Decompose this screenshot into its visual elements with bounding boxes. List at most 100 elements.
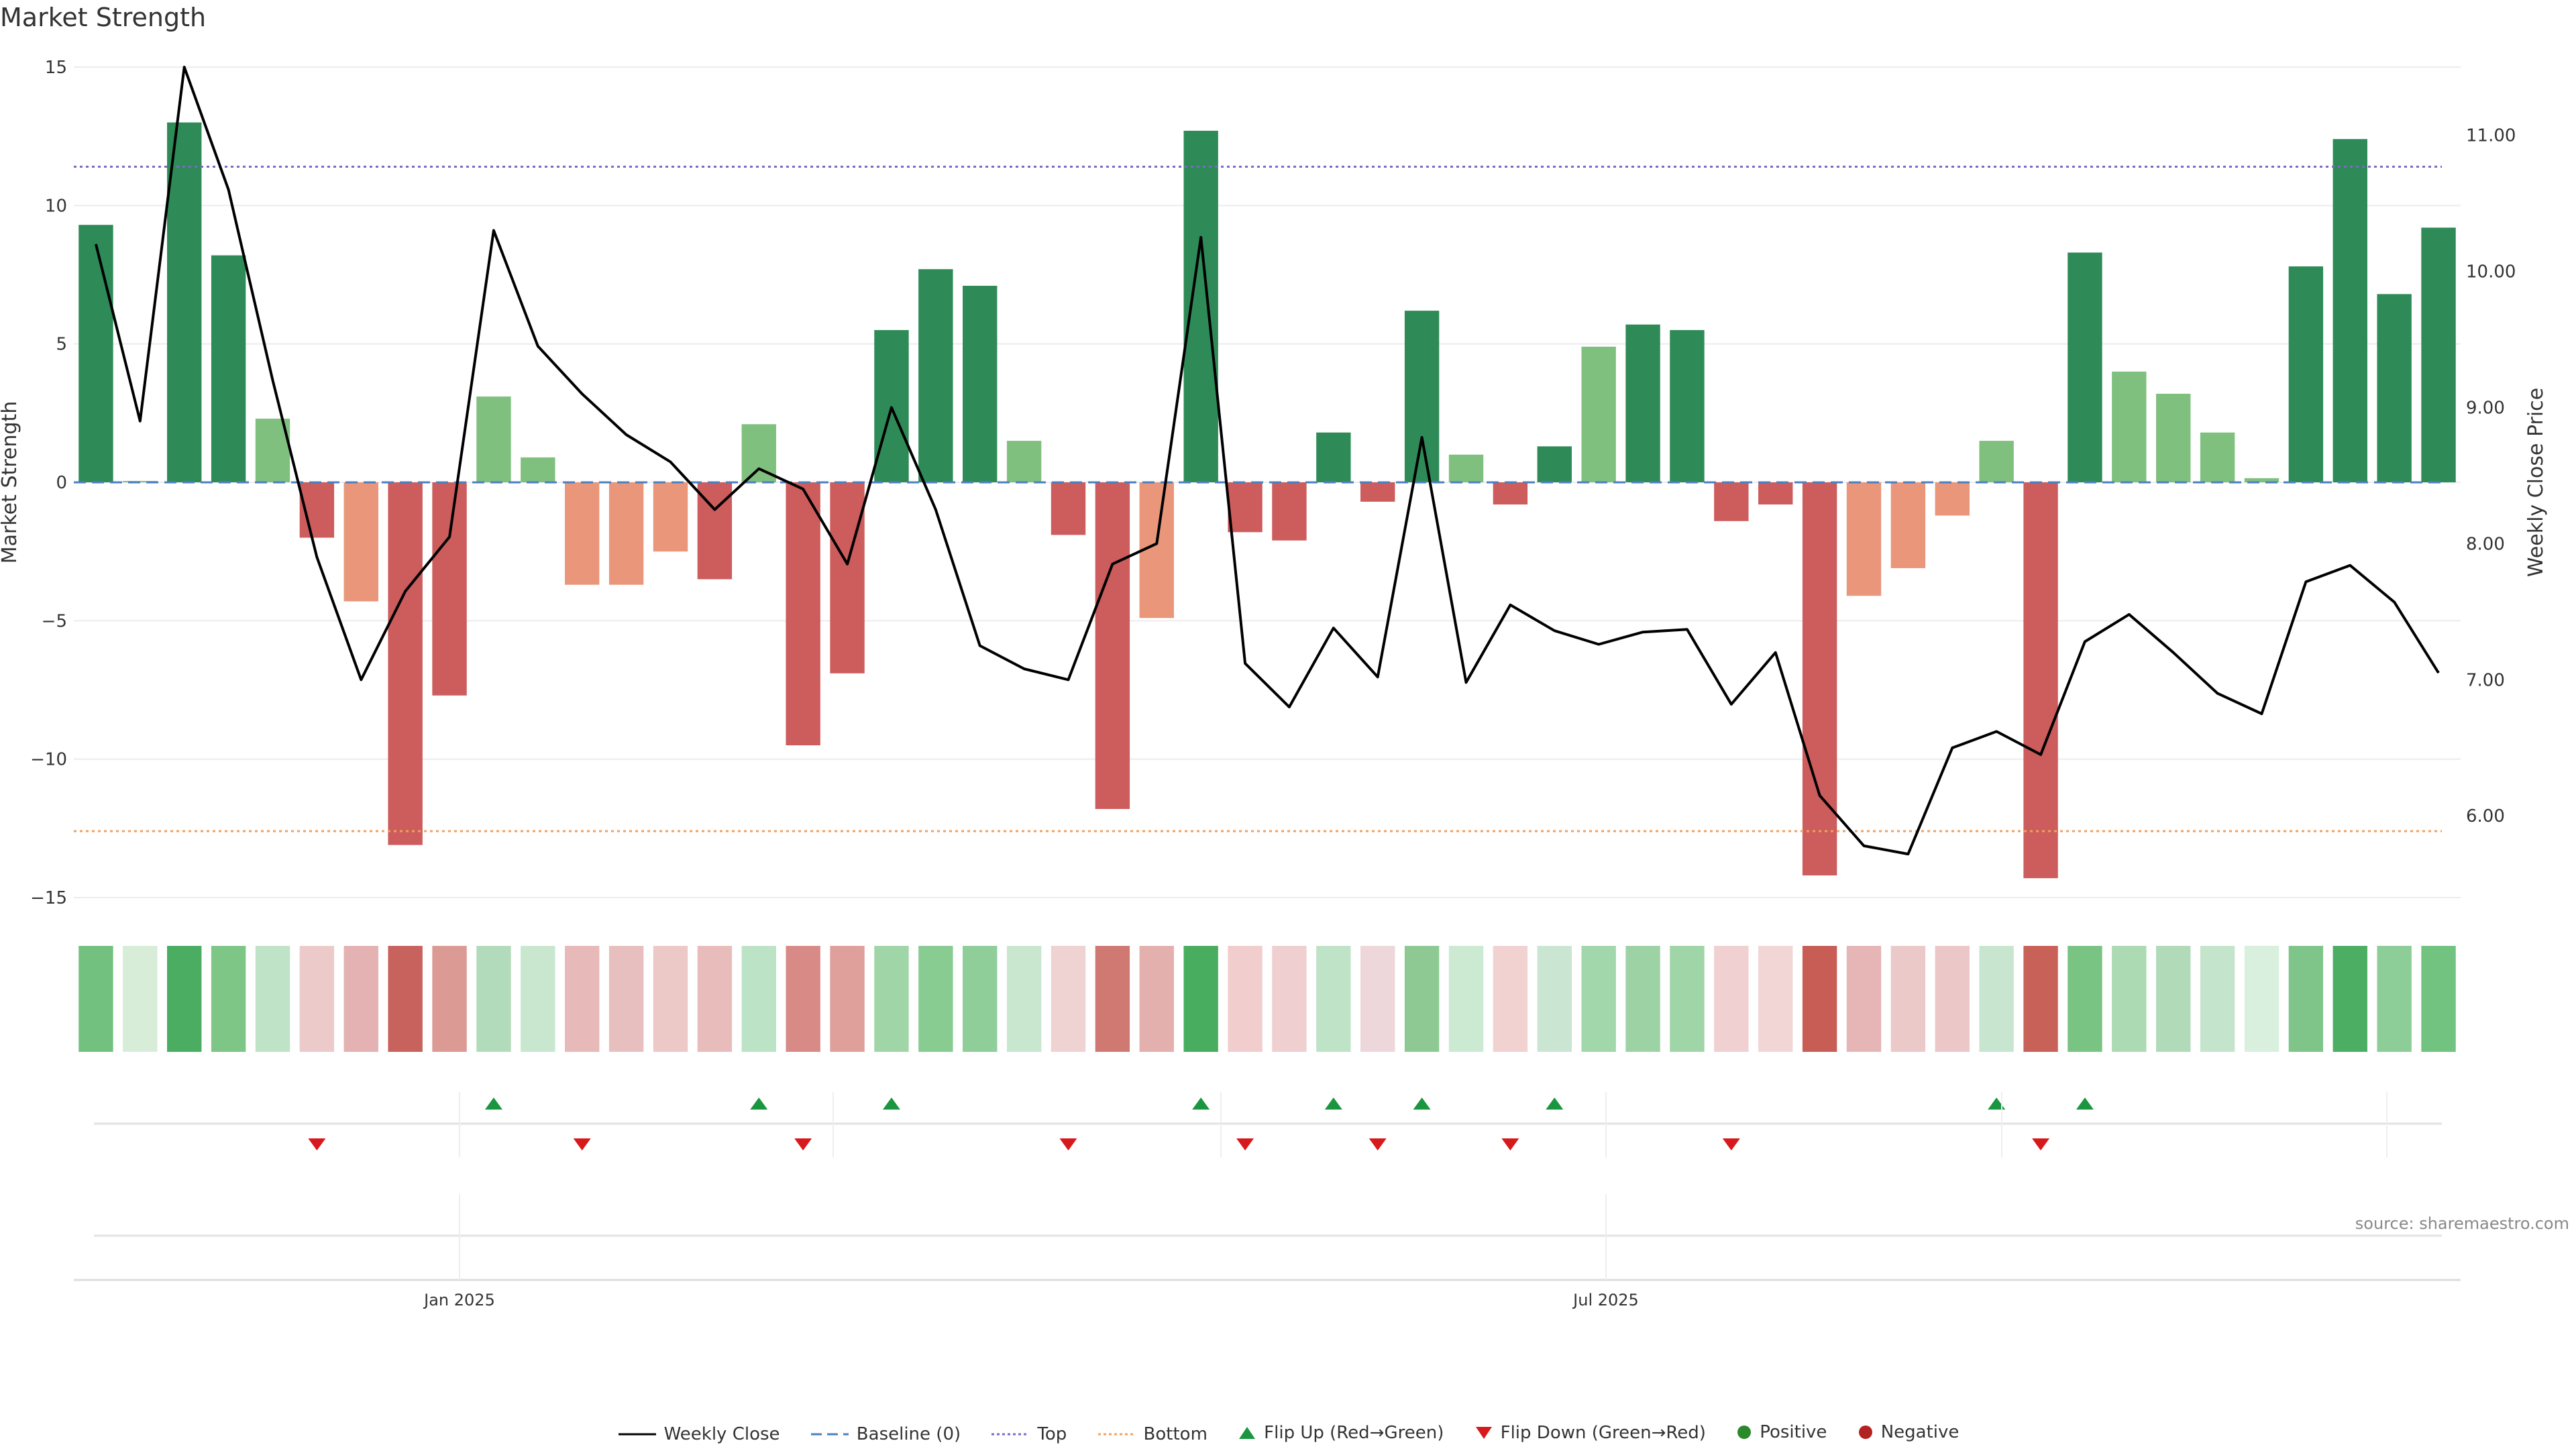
y2-tick-label: 7.00 bbox=[2466, 670, 2505, 690]
legend-label: Bottom bbox=[1143, 1424, 1208, 1444]
strength-bar bbox=[963, 286, 998, 482]
heat-cell bbox=[1051, 946, 1086, 1052]
strength-bar bbox=[2068, 252, 2102, 482]
triangle-down-icon bbox=[1475, 1427, 1492, 1439]
heat-cell bbox=[1493, 946, 1528, 1052]
legend-item-baseline[interactable]: Baseline (0) bbox=[810, 1424, 961, 1444]
heat-cell bbox=[1183, 946, 1218, 1052]
strength-bar bbox=[343, 482, 378, 602]
heat-cell bbox=[123, 946, 158, 1052]
flip-down-marker bbox=[308, 1138, 326, 1150]
heat-cell bbox=[1139, 946, 1174, 1052]
strength-bar bbox=[608, 482, 644, 585]
heat-cell bbox=[1581, 946, 1616, 1052]
strength-bar bbox=[1714, 482, 1749, 521]
heat-cell bbox=[1095, 946, 1130, 1052]
heat-cell bbox=[1228, 946, 1263, 1052]
heat-cell bbox=[1935, 946, 1970, 1052]
strength-bar bbox=[1448, 454, 1484, 482]
solid-line-icon bbox=[618, 1433, 656, 1436]
heat-cell bbox=[565, 946, 600, 1052]
flip-down-marker bbox=[1236, 1138, 1254, 1150]
legend-label: Baseline (0) bbox=[856, 1424, 961, 1444]
strength-bar bbox=[78, 225, 113, 482]
legend-item-flip-up[interactable]: Flip Up (Red→Green) bbox=[1237, 1423, 1444, 1443]
y-tick-label: 15 bbox=[45, 58, 67, 78]
heat-cell bbox=[1537, 946, 1572, 1052]
strength-bar bbox=[476, 396, 511, 482]
legend: Weekly Close Baseline (0) Top Bottom Fli… bbox=[0, 1422, 2576, 1446]
flip-down-marker bbox=[1722, 1138, 1740, 1150]
strength-bar bbox=[1625, 324, 1660, 482]
legend-label: Weekly Close bbox=[663, 1424, 780, 1444]
heat-cell bbox=[167, 946, 202, 1052]
strength-bar bbox=[1404, 311, 1440, 482]
heat-cell bbox=[1670, 946, 1705, 1052]
strength-bar bbox=[918, 269, 953, 482]
strength-bar bbox=[2377, 294, 2412, 482]
legend-label: Positive bbox=[1760, 1422, 1827, 1442]
heat-cell bbox=[299, 946, 335, 1052]
heat-cell bbox=[211, 946, 246, 1052]
strength-bar bbox=[2156, 393, 2191, 482]
legend-label: Negative bbox=[1880, 1422, 1960, 1442]
strength-bar bbox=[1272, 482, 1307, 541]
flip-down-marker bbox=[794, 1138, 812, 1150]
dashed-line-icon bbox=[810, 1433, 849, 1436]
legend-item-flip-down[interactable]: Flip Down (Green→Red) bbox=[1474, 1423, 1706, 1443]
dotted-line-purple-icon bbox=[991, 1433, 1030, 1436]
heat-cell bbox=[963, 946, 998, 1052]
legend-item-negative[interactable]: Negative bbox=[1857, 1422, 1960, 1442]
heat-cell bbox=[521, 946, 555, 1052]
strength-bar bbox=[2112, 371, 2147, 482]
strength-bar bbox=[1802, 482, 1837, 875]
strength-bar bbox=[521, 457, 555, 482]
strength-bar bbox=[1360, 482, 1395, 502]
strength-bar bbox=[2332, 139, 2367, 482]
heat-cell bbox=[2023, 946, 2058, 1052]
legend-item-bottom[interactable]: Bottom bbox=[1097, 1424, 1208, 1444]
legend-item-positive[interactable]: Positive bbox=[1735, 1422, 1827, 1442]
y2-tick-label: 10.00 bbox=[2466, 262, 2516, 282]
y-tick-label: −15 bbox=[30, 888, 67, 908]
strength-bar bbox=[1316, 432, 1351, 482]
circle-green-icon bbox=[1737, 1426, 1752, 1439]
flip-down-marker bbox=[1059, 1138, 1077, 1150]
y2-tick-label: 8.00 bbox=[2466, 534, 2505, 554]
heat-cell bbox=[653, 946, 688, 1052]
dotted-line-orange-icon bbox=[1097, 1433, 1136, 1436]
heat-cell bbox=[1890, 946, 1926, 1052]
heat-cell bbox=[786, 946, 820, 1052]
legend-item-top[interactable]: Top bbox=[990, 1424, 1067, 1444]
heat-cell bbox=[2377, 946, 2412, 1052]
strength-bar bbox=[786, 482, 820, 746]
strength-bar bbox=[1051, 482, 1086, 535]
strength-bar bbox=[2288, 266, 2324, 482]
strength-bar bbox=[1006, 441, 1042, 482]
strength-bar bbox=[565, 482, 600, 585]
heat-cell bbox=[2156, 946, 2191, 1052]
strength-bar bbox=[1758, 482, 1793, 505]
strength-bar bbox=[1979, 441, 2014, 482]
flip-down-marker bbox=[2032, 1138, 2050, 1150]
strength-bar bbox=[167, 122, 202, 483]
heat-cell bbox=[1006, 946, 1042, 1052]
legend-label: Flip Down (Green→Red) bbox=[1500, 1423, 1706, 1443]
y-tick-label: 5 bbox=[56, 335, 67, 355]
heat-cell bbox=[1802, 946, 1837, 1052]
legend-item-weekly-close[interactable]: Weekly Close bbox=[617, 1424, 780, 1444]
flip-down-marker bbox=[1368, 1138, 1387, 1150]
strength-bar bbox=[1670, 330, 1705, 482]
heat-cell bbox=[1979, 946, 2014, 1052]
heat-cell bbox=[918, 946, 953, 1052]
y-tick-label: −10 bbox=[30, 750, 67, 770]
heat-cell bbox=[874, 946, 909, 1052]
heat-cell bbox=[2112, 946, 2147, 1052]
y2-axis-label: Weekly Close Price bbox=[2524, 388, 2548, 577]
strength-bar bbox=[2023, 482, 2058, 879]
strength-bar bbox=[1493, 482, 1528, 505]
flip-up-marker bbox=[1988, 1097, 2006, 1110]
strength-bar bbox=[2244, 478, 2279, 482]
y2-tick-label: 9.00 bbox=[2466, 398, 2505, 418]
